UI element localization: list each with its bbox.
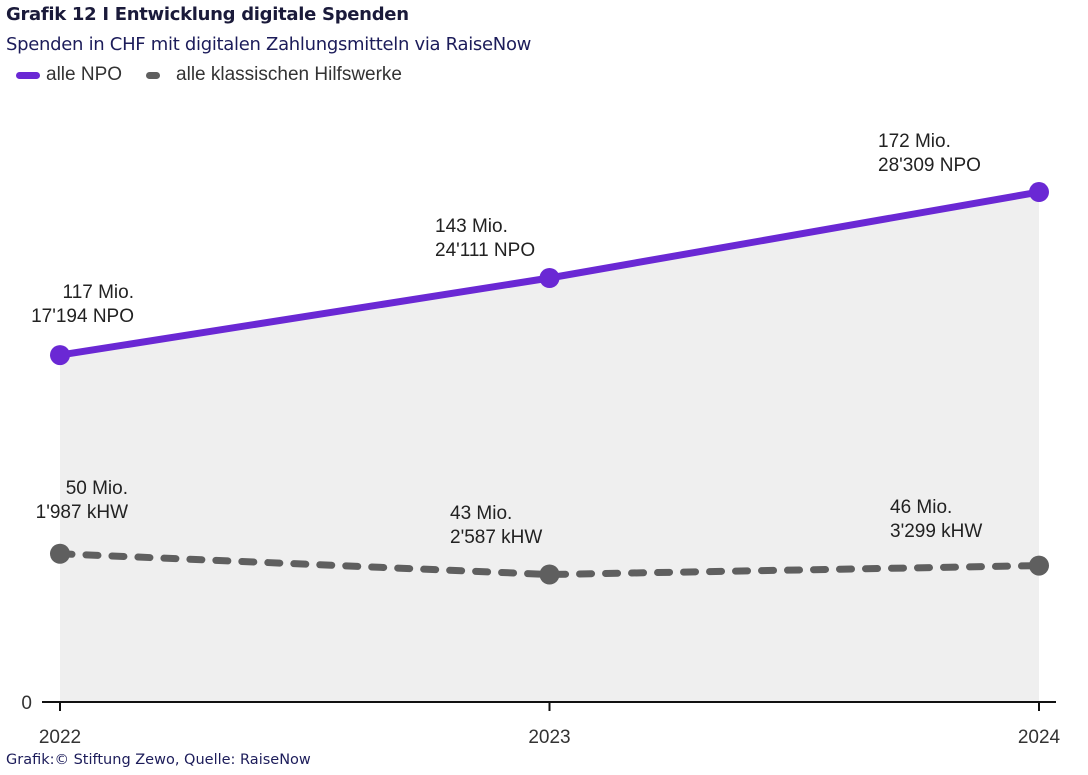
data-point-1-2022 — [50, 543, 70, 564]
data-point-1-2024 — [1029, 555, 1049, 576]
legend-item-npo: alle NPO — [16, 64, 122, 86]
axis-layer: 0 2022 2023 2024 — [21, 693, 1060, 748]
data-label-1-2023-0: 43 Mio. — [450, 503, 512, 524]
data-label-0-2023-0: 143 Mio. — [435, 216, 508, 237]
x-tick-label-2023: 2023 — [528, 727, 570, 748]
series-line-1 — [56, 550, 1043, 579]
legend-label-npo: alle NPO — [46, 64, 123, 85]
data-label-1-2024-0: 46 Mio. — [890, 497, 952, 518]
y-tick-label-0: 0 — [21, 693, 32, 714]
data-label-1-2024-1: 3'299 kHW — [890, 521, 982, 542]
data-label-0-2024-0: 172 Mio. — [878, 131, 951, 152]
chart-subtitle: Spenden in CHF mit digitalen Zahlungsmit… — [6, 34, 532, 55]
data-label-0-2023-1: 24'111 NPO — [435, 240, 535, 261]
x-tick-label-2022: 2022 — [39, 727, 81, 748]
data-point-0-2024 — [1029, 182, 1049, 203]
data-label-1-2022-1: 1'987 kHW — [36, 502, 128, 523]
data-point-0-2022 — [50, 345, 70, 366]
legend: alle NPO alle klassischen Hilfswerke — [16, 64, 426, 86]
legend-swatch-npo — [16, 71, 40, 79]
legend-item-khw: alle klassischen Hilfswerke — [146, 64, 402, 86]
data-label-1-2022-0: 50 Mio. — [66, 478, 128, 499]
line-layer — [50, 182, 1049, 585]
data-label-1-2023-1: 2'587 kHW — [450, 527, 542, 548]
data-label-0-2022-0: 117 Mio. — [63, 282, 134, 303]
data-label-0-2024-1: 28'309 NPO — [878, 155, 981, 176]
chart-title: Grafik 12 I Entwicklung digitale Spenden — [6, 4, 409, 25]
x-tick-label-2024: 2024 — [1018, 727, 1061, 748]
data-point-0-2023 — [539, 268, 560, 289]
legend-label-khw: alle klassischen Hilfswerke — [176, 64, 402, 85]
data-point-1-2023 — [539, 564, 560, 585]
data-label-0-2022-1: 17'194 NPO — [31, 306, 134, 327]
legend-swatch-khw — [146, 71, 161, 79]
label-layer: 117 Mio. 17'194 NPO 143 Mio. 24'111 NPO 172 … — [31, 131, 982, 548]
source-footer: Grafik:© Stiftung Zewo, Quelle: RaiseNow — [6, 752, 311, 768]
